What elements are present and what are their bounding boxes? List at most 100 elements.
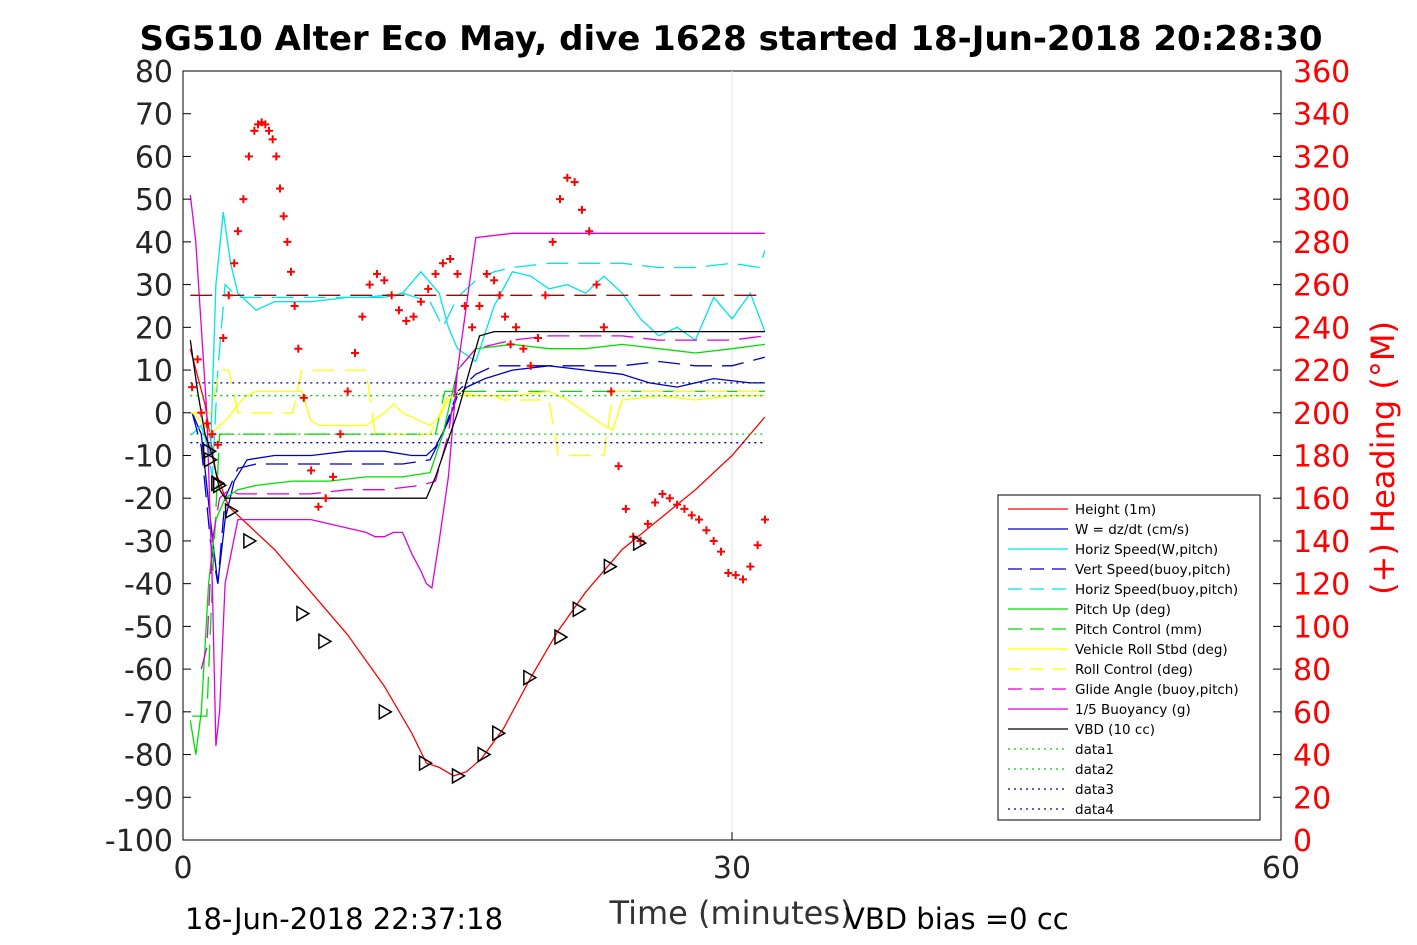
- series-line-0: [189, 348, 766, 777]
- left-tick-label: -20: [124, 482, 173, 517]
- right-axis-label: (+) Heading (°M): [1364, 321, 1402, 595]
- heading-point: [351, 348, 360, 357]
- right-tick-label: 40: [1293, 739, 1331, 774]
- left-tick-label: -10: [124, 440, 173, 475]
- depth-marker: [318, 633, 333, 650]
- heading-point: [563, 173, 572, 182]
- left-tick-label: -40: [124, 568, 173, 603]
- heading-point: [621, 504, 630, 513]
- series-line-8: [192, 369, 765, 457]
- legend-label: W = dz/dt (cm/s): [1075, 522, 1189, 538]
- legend: Height (1m) W = dz/dt (cm/s) Horiz Speed(W…: [997, 494, 1261, 821]
- legend-label: data1: [1075, 742, 1114, 758]
- right-tick-label: 60: [1293, 696, 1331, 731]
- heading-point: [453, 269, 462, 278]
- heading-point: [202, 419, 211, 428]
- heading-point: [233, 227, 242, 236]
- heading-point: [592, 280, 601, 289]
- heading-point: [599, 323, 608, 332]
- heading-point: [665, 494, 674, 503]
- depth-marker: [212, 477, 228, 494]
- depth-marker: [296, 605, 311, 622]
- series-line-11: [189, 330, 765, 499]
- legend-label: data4: [1075, 802, 1114, 818]
- chart-title: SG510 Alter Eco May, dive 1628 started 1…: [139, 19, 1322, 59]
- heading-point: [519, 344, 528, 353]
- heading-point: [279, 212, 288, 221]
- depth-marker: [378, 703, 393, 721]
- right-tick-label: 280: [1293, 226, 1350, 261]
- heading-point: [512, 323, 521, 332]
- legend-label: Height (1m): [1075, 502, 1156, 518]
- heading-point: [416, 297, 425, 306]
- heading-layer: [188, 118, 769, 584]
- left-tick-label: 0: [154, 397, 173, 432]
- x-axis: 0 30 60: [173, 832, 1300, 886]
- series-line-6: [192, 390, 765, 717]
- heading-point: [272, 152, 281, 161]
- heading-point: [746, 562, 755, 571]
- heading-point: [651, 498, 660, 507]
- heading-point: [495, 291, 504, 300]
- heading-point: [197, 408, 206, 417]
- left-tick-label: -80: [124, 739, 173, 774]
- heading-point: [299, 393, 308, 402]
- right-tick-label: 120: [1293, 568, 1350, 603]
- left-tick-label: 60: [135, 140, 173, 175]
- left-tick-label: -50: [124, 610, 173, 645]
- series-line-1: [191, 365, 765, 584]
- left-tick-label: -70: [124, 696, 173, 731]
- right-tick-label: 260: [1293, 269, 1350, 304]
- series-layer: [189, 194, 766, 777]
- right-tick-label: 200: [1293, 397, 1350, 432]
- series-line-4: [204, 250, 766, 478]
- heading-point: [717, 547, 726, 556]
- heading-point: [329, 472, 338, 481]
- heading-point: [230, 259, 239, 268]
- heading-point: [753, 541, 762, 550]
- legend-label: 1/5 Buoyancy (g): [1075, 702, 1191, 718]
- footer-timestamp: 18-Jun-2018 22:37:18: [185, 902, 503, 936]
- heading-point: [680, 504, 689, 513]
- heading-point: [394, 306, 403, 315]
- legend-label: data2: [1075, 762, 1114, 778]
- depth-marker: [451, 767, 466, 785]
- heading-point: [283, 237, 292, 246]
- left-tick-label: 40: [135, 226, 173, 261]
- left-tick-label: 70: [135, 98, 173, 133]
- heading-point: [268, 135, 277, 144]
- heading-point: [239, 195, 248, 204]
- heading-point: [438, 259, 447, 268]
- depth-marker: [477, 746, 492, 763]
- depth-marker: [572, 600, 587, 618]
- heading-point: [446, 254, 455, 263]
- legend-label: Pitch Control (mm): [1075, 622, 1202, 638]
- right-tick-label: 140: [1293, 525, 1350, 560]
- right-tick-label: 0: [1293, 824, 1312, 859]
- left-axis: 80 70 60 50 40 30 20 10 0 -10 -20 -30 -40 -50 -60 -70 -8…: [105, 55, 191, 859]
- x-tick-label: 0: [173, 851, 192, 886]
- heading-point: [193, 355, 202, 364]
- heading-point: [372, 269, 381, 278]
- left-tick-label: 80: [135, 55, 173, 90]
- heading-point: [709, 536, 718, 545]
- series-line-3: [191, 356, 766, 584]
- heading-point: [321, 494, 330, 503]
- heading-point: [380, 276, 389, 285]
- legend-label: data3: [1075, 782, 1114, 798]
- depth-marker: [202, 442, 218, 460]
- right-tick-label: 300: [1293, 183, 1350, 218]
- legend-label: Pitch Up (deg): [1075, 602, 1171, 618]
- heading-point: [387, 291, 396, 300]
- heading-point: [460, 301, 469, 310]
- heading-point: [244, 152, 253, 161]
- heading-point: [738, 575, 747, 584]
- legend-label: Horiz Speed(W,pitch): [1075, 542, 1218, 558]
- right-tick-label: 240: [1293, 311, 1350, 346]
- legend-label: Roll Control (deg): [1075, 662, 1193, 678]
- heading-point: [265, 126, 274, 135]
- right-tick-label: 80: [1293, 653, 1331, 688]
- heading-point: [501, 312, 510, 321]
- heading-point: [336, 430, 345, 439]
